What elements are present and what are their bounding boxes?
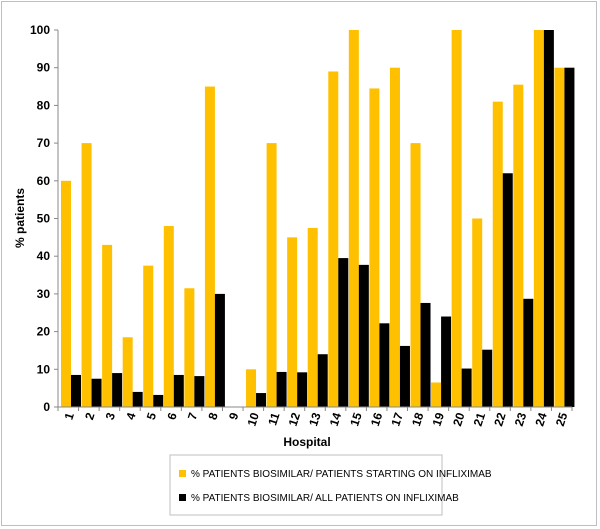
bar-series-1-hospital-12: [287, 237, 298, 407]
x-tick-label: 8: [205, 411, 220, 422]
y-tick-label: 80: [37, 98, 51, 112]
bar-series-2-hospital-20: [461, 368, 472, 407]
bar-series-2-hospital-6: [173, 374, 184, 407]
x-tick-label: 5: [144, 411, 159, 422]
bar-series-2-hospital-13: [317, 354, 328, 407]
bar-series-2-hospital-23: [523, 298, 534, 407]
bar-series-2-hospital-7: [194, 376, 205, 407]
x-tick-label: 6: [164, 411, 179, 422]
bar-series-1-hospital-11: [266, 143, 277, 407]
bar-series-2-hospital-15: [358, 264, 369, 407]
bar-series-2-hospital-19: [441, 316, 452, 407]
bar-series-2-hospital-3: [112, 373, 123, 407]
bar-series-1-hospital-6: [163, 226, 174, 407]
x-tick-label: 21: [471, 411, 489, 428]
bar-series-1-hospital-23: [513, 84, 524, 408]
y-tick-label: 70: [37, 136, 51, 150]
x-tick-label: 1: [62, 411, 77, 422]
bar-series-1-hospital-25: [554, 67, 565, 407]
bar-series-1-hospital-1: [61, 180, 71, 407]
bar-series-1-hospital-2: [81, 143, 92, 407]
legend-box: [169, 454, 443, 516]
bar-series-2-hospital-12: [297, 372, 308, 407]
bar-series-1-hospital-10: [246, 369, 257, 407]
bar-series-1-hospital-17: [389, 67, 400, 407]
bar-series-2-hospital-14: [338, 258, 349, 407]
legend-label-series-2: % PATIENTS BIOSIMILAR/ ALL PATIENTS ON I…: [191, 493, 459, 504]
bar-series-2-hospital-1: [71, 374, 81, 407]
y-tick-label: 40: [37, 249, 51, 263]
x-tick-label: 3: [103, 411, 118, 422]
x-tick-label: 13: [306, 411, 324, 428]
bar-series-2-hospital-10: [256, 393, 267, 407]
y-tick-label: 90: [37, 61, 51, 75]
x-tick-label: 20: [450, 411, 468, 428]
y-tick-label: 100: [30, 23, 50, 37]
bar-series-1-hospital-14: [328, 71, 339, 407]
x-tick-label: 17: [388, 411, 406, 428]
bar-series-2-hospital-11: [276, 371, 287, 407]
bar-series-2-hospital-8: [214, 293, 225, 407]
legend-swatch-series-2: [179, 494, 186, 501]
bar-series-2-hospital-5: [153, 394, 164, 407]
bar-series-1-hospital-8: [204, 86, 215, 408]
bar-series-1-hospital-16: [369, 88, 380, 407]
x-tick-label: 10: [245, 411, 263, 428]
y-tick-label: 10: [37, 362, 51, 376]
y-tick-label: 30: [37, 287, 51, 301]
x-tick-label: 7: [185, 411, 200, 422]
y-tick-label: 0: [43, 400, 50, 414]
bar-series-2-hospital-25: [564, 67, 575, 407]
bar-series-2-hospital-18: [420, 302, 431, 407]
x-tick-label: 25: [553, 411, 571, 428]
bar-series-2-hospital-16: [379, 323, 390, 407]
bar-series-1-hospital-18: [410, 143, 421, 407]
bar-series-1-hospital-19: [431, 382, 442, 407]
x-tick-label: 15: [347, 411, 365, 428]
y-axis-title: % patients: [13, 188, 27, 248]
x-tick-label: 23: [512, 411, 530, 428]
bar-series-2-hospital-24: [543, 30, 554, 407]
x-tick-label: 14: [327, 411, 345, 428]
x-tick-label: 12: [286, 411, 304, 428]
y-tick-label: 20: [37, 325, 51, 339]
x-tick-label: 11: [265, 411, 282, 428]
x-tick-label: 19: [430, 411, 448, 428]
x-tick-label: 2: [82, 411, 97, 422]
x-tick-label: 22: [491, 411, 509, 428]
y-tick-label: 60: [37, 174, 51, 188]
bar-series-2-hospital-17: [399, 345, 410, 407]
bar-series-2-hospital-4: [132, 391, 143, 407]
bar-series-2-hospital-21: [482, 349, 493, 407]
bar-series-1-hospital-21: [472, 218, 483, 407]
x-tick-label: 16: [368, 411, 386, 428]
bar-series-1-hospital-22: [492, 101, 503, 407]
x-tick-label: 9: [226, 411, 241, 422]
bar-series-1-hospital-5: [143, 265, 154, 408]
x-tick-label: 4: [123, 411, 138, 422]
bar-series-1-hospital-3: [102, 244, 113, 407]
bar-series-1-hospital-15: [348, 30, 359, 407]
legend-swatch-series-1: [179, 470, 186, 477]
bar-series-1-hospital-13: [307, 227, 318, 407]
bar-series-1-hospital-4: [122, 337, 133, 407]
bar-series-2-hospital-2: [91, 378, 102, 407]
x-tick-label: 18: [409, 411, 427, 428]
bar-series-1-hospital-20: [451, 30, 462, 407]
bar-series-1-hospital-24: [533, 30, 544, 407]
bar-series-1-hospital-7: [184, 288, 195, 407]
x-axis-title: Hospital: [283, 435, 330, 449]
y-tick-label: 50: [37, 212, 51, 226]
legend-label-series-1: % PATIENTS BIOSIMILAR/ PATIENTS STARTING…: [191, 469, 492, 480]
bar-series-2-hospital-22: [502, 173, 513, 407]
x-tick-label: 24: [532, 411, 550, 428]
